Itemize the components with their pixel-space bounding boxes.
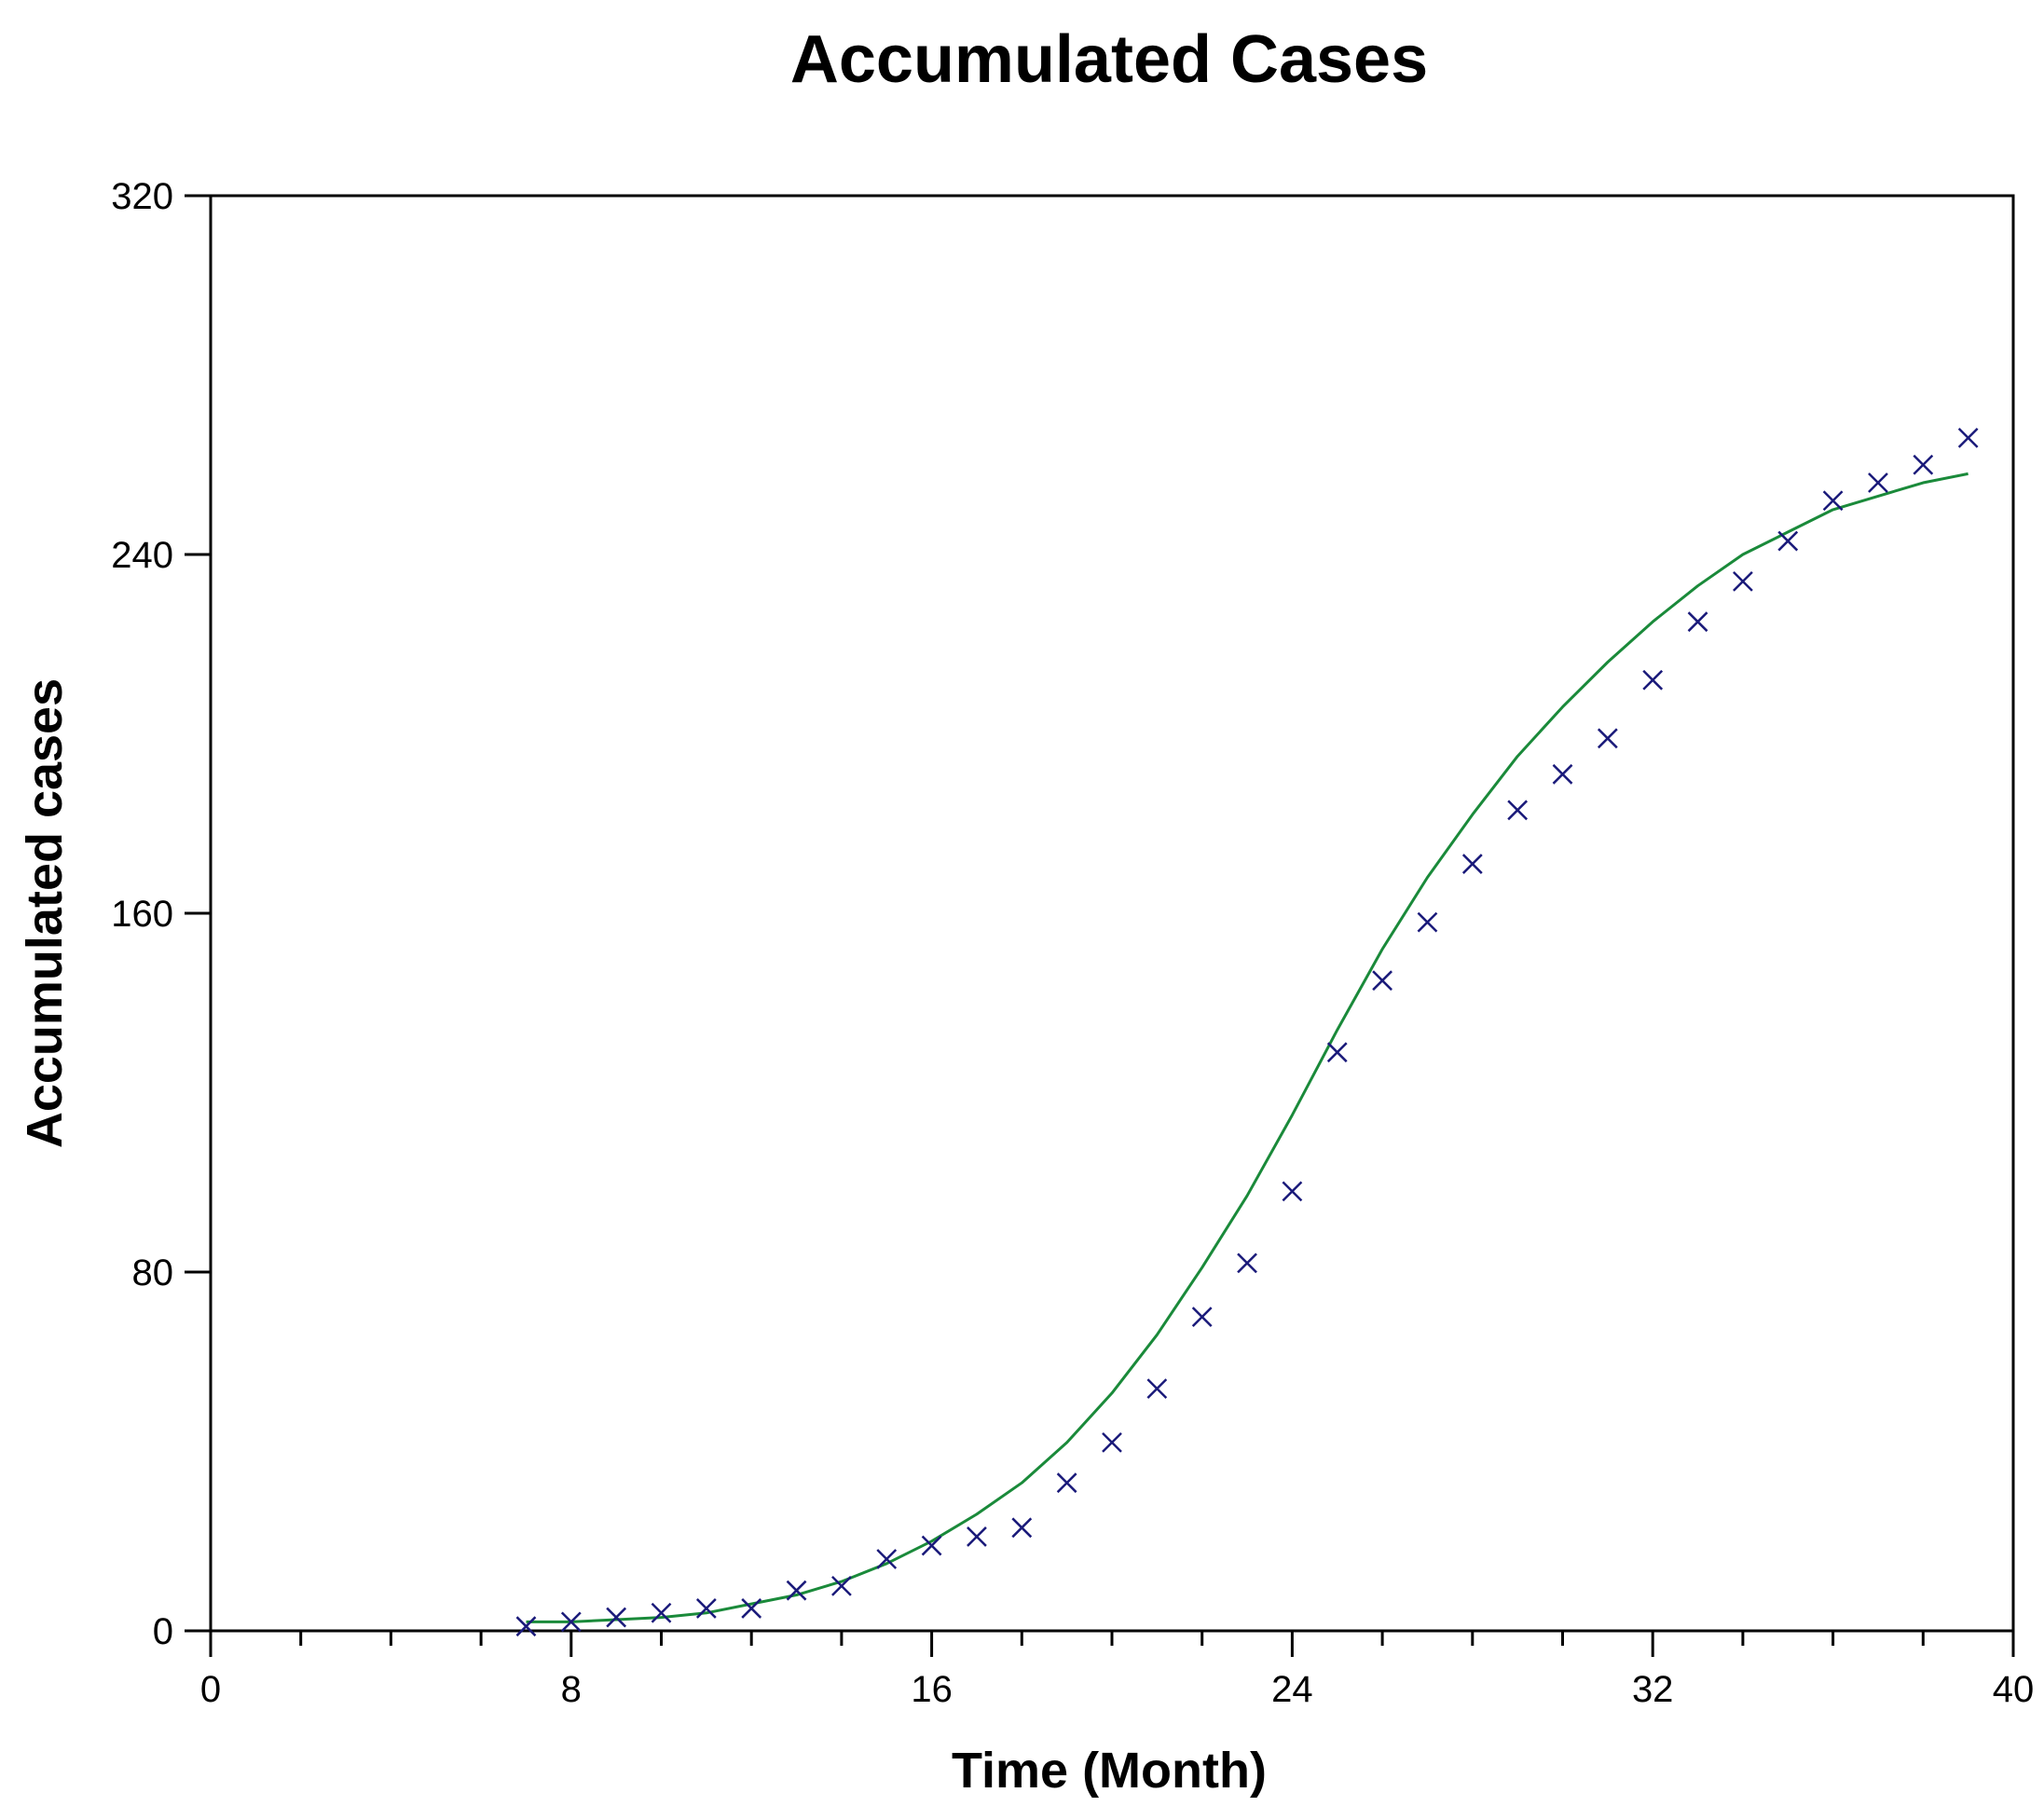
data-point-x-marker — [1146, 1378, 1168, 1400]
data-point-x-marker — [1056, 1472, 1077, 1494]
data-point-x-marker — [1822, 490, 1844, 512]
data-point-x-marker — [560, 1611, 582, 1633]
data-point-x-marker — [1461, 854, 1483, 874]
x-tick-label: 0 — [200, 1669, 221, 1710]
data-point-x-marker — [1687, 611, 1708, 633]
x-tick-label: 32 — [1632, 1669, 1674, 1710]
data-point-x-marker — [876, 1549, 898, 1569]
data-point-x-marker — [1417, 911, 1438, 933]
data-point-x-marker — [1733, 570, 1753, 592]
data-point-x-marker — [1913, 454, 1934, 475]
data-point-x-marker — [1507, 800, 1529, 821]
data-point-x-marker — [786, 1580, 807, 1601]
data-point-x-marker — [1552, 763, 1573, 785]
y-tick-label: 320 — [111, 176, 173, 217]
data-point-x-marker — [1957, 427, 1979, 448]
x-tick-label: 16 — [911, 1669, 953, 1710]
data-point-x-marker — [921, 1535, 942, 1556]
data-point-x-marker — [1191, 1307, 1213, 1328]
data-point-x-marker — [1597, 728, 1618, 749]
x-axis: 0 8 16 24 32 40 — [200, 1631, 2034, 1710]
data-point-x-marker — [651, 1602, 672, 1623]
y-tick-label: 160 — [111, 894, 173, 935]
y-tick-label: 80 — [132, 1252, 174, 1293]
x-axis-label: Time (Month) — [952, 1743, 1267, 1799]
fitted-curve-line — [526, 472, 1969, 1623]
x-tick-label: 8 — [561, 1669, 582, 1710]
x-tick-label: 24 — [1271, 1669, 1313, 1710]
data-point-x-marker — [606, 1607, 627, 1628]
data-point-x-marker — [1282, 1181, 1303, 1202]
y-tick-label: 0 — [153, 1611, 173, 1652]
data-point-x-marker — [967, 1526, 987, 1547]
data-point-x-marker — [1777, 530, 1799, 552]
data-point-x-marker — [515, 1616, 537, 1637]
data-point-x-marker — [695, 1598, 717, 1619]
data-point-x-marker — [1642, 669, 1664, 691]
y-tick-label: 240 — [111, 535, 173, 576]
data-point-x-marker — [741, 1598, 762, 1619]
data-point-x-marker — [831, 1575, 852, 1596]
x-tick-label: 40 — [1993, 1669, 2035, 1710]
plot-frame — [209, 194, 2015, 1633]
y-axis: 0 80 160 240 320 — [111, 176, 211, 1652]
data-point-x-marker — [1868, 472, 1888, 493]
data-point-x-marker — [1372, 970, 1392, 992]
plot-area — [515, 427, 1979, 1637]
y-axis-label: Accumulated cases — [17, 678, 73, 1148]
data-point-x-marker — [1237, 1252, 1257, 1274]
data-point-x-marker — [1326, 1042, 1348, 1063]
chart-title: Accumulated Cases — [790, 22, 1428, 97]
data-point-x-marker — [1011, 1517, 1033, 1539]
data-point-x-marker — [1102, 1431, 1122, 1453]
